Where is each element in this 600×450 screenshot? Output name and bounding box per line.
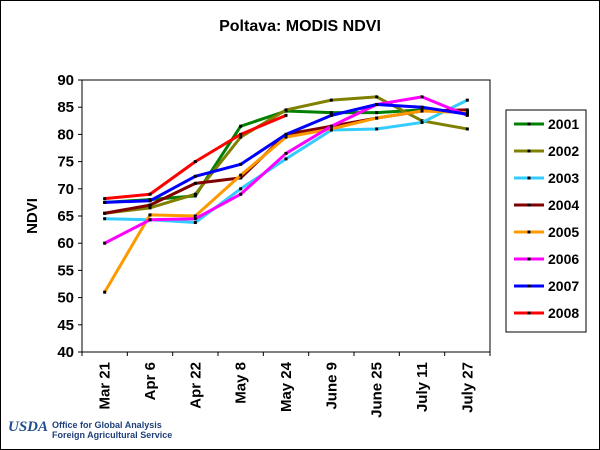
data-point-2003 bbox=[420, 120, 424, 124]
legend-marker-2007 bbox=[527, 284, 531, 288]
data-point-2007 bbox=[103, 200, 107, 204]
data-point-2002 bbox=[329, 98, 333, 102]
legend-marker-2006 bbox=[527, 257, 531, 261]
y-tick-label: 45 bbox=[57, 317, 74, 334]
data-point-2003 bbox=[284, 157, 288, 161]
data-point-2006 bbox=[239, 192, 243, 196]
data-point-2002 bbox=[284, 108, 288, 112]
data-point-2008 bbox=[284, 113, 288, 117]
x-tick-label: July 11 bbox=[414, 362, 431, 412]
data-point-2008 bbox=[239, 132, 243, 136]
data-point-2003 bbox=[375, 127, 379, 131]
data-point-2004 bbox=[193, 181, 197, 185]
legend-label-2001: 2001 bbox=[548, 116, 579, 132]
legend-label-2002: 2002 bbox=[548, 143, 579, 159]
data-point-2005 bbox=[103, 290, 107, 294]
data-point-2005 bbox=[284, 135, 288, 139]
y-tick-label: 90 bbox=[57, 72, 74, 89]
data-point-2002 bbox=[193, 192, 197, 196]
legend-label-2004: 2004 bbox=[548, 197, 579, 213]
data-point-2002 bbox=[465, 127, 469, 131]
data-point-2003 bbox=[193, 221, 197, 225]
y-tick-label: 40 bbox=[57, 344, 74, 361]
y-tick-label: 55 bbox=[57, 262, 74, 279]
x-tick-label: Mar 21 bbox=[97, 362, 114, 410]
data-point-2007 bbox=[420, 105, 424, 109]
data-point-2006 bbox=[329, 124, 333, 128]
chart-title: Poltava: MODIS NDVI bbox=[219, 18, 381, 35]
legend-marker-2004 bbox=[527, 203, 531, 207]
data-point-2005 bbox=[329, 127, 333, 131]
data-point-2007 bbox=[284, 132, 288, 136]
data-point-2005 bbox=[375, 116, 379, 120]
data-point-2007 bbox=[148, 199, 152, 203]
data-point-2005 bbox=[148, 213, 152, 217]
y-tick-label: 80 bbox=[57, 126, 74, 143]
y-tick-label: 65 bbox=[57, 208, 74, 225]
data-point-2006 bbox=[284, 151, 288, 155]
data-point-2007 bbox=[239, 162, 243, 166]
y-axis-label: NDVI bbox=[24, 198, 41, 234]
data-point-2002 bbox=[148, 206, 152, 210]
footer-text-block: Office for Global Analysis Foreign Agric… bbox=[52, 420, 172, 440]
x-tick-label: Apr 22 bbox=[187, 362, 204, 409]
footer-line-2: Foreign Agricultural Service bbox=[52, 430, 173, 440]
data-point-2003 bbox=[239, 187, 243, 191]
data-point-2005 bbox=[193, 214, 197, 218]
data-point-2005 bbox=[420, 109, 424, 113]
legend-marker-2008 bbox=[527, 311, 531, 315]
data-point-2007 bbox=[375, 102, 379, 106]
data-point-2001 bbox=[329, 111, 333, 115]
legend-marker-2002 bbox=[527, 149, 531, 153]
legend-label-2007: 2007 bbox=[548, 278, 579, 294]
data-point-2001 bbox=[239, 124, 243, 128]
data-point-2007 bbox=[329, 113, 333, 117]
data-point-2004 bbox=[103, 211, 107, 215]
data-point-2008 bbox=[193, 160, 197, 164]
x-tick-label: Apr 6 bbox=[142, 362, 159, 400]
data-point-2003 bbox=[465, 98, 469, 102]
data-point-2007 bbox=[465, 112, 469, 116]
legend-marker-2005 bbox=[527, 230, 531, 234]
legend-label-2005: 2005 bbox=[548, 224, 579, 240]
data-point-2005 bbox=[239, 173, 243, 177]
data-point-2006 bbox=[148, 218, 152, 222]
data-point-2006 bbox=[103, 241, 107, 245]
y-tick-label: 60 bbox=[57, 235, 74, 252]
data-point-2005 bbox=[465, 111, 469, 115]
data-point-2002 bbox=[239, 135, 243, 139]
data-point-2001 bbox=[375, 111, 379, 115]
x-tick-label: May 8 bbox=[233, 362, 250, 404]
data-point-2007 bbox=[193, 174, 197, 178]
y-tick-label: 85 bbox=[57, 99, 74, 116]
usda-logo: USDA bbox=[8, 419, 49, 435]
legend bbox=[505, 109, 587, 333]
footer: USDA Office for Global Analysis Foreign … bbox=[8, 420, 172, 446]
data-point-2004 bbox=[465, 108, 469, 112]
data-point-2004 bbox=[239, 176, 243, 180]
x-tick-label: June 25 bbox=[369, 362, 386, 418]
y-tick-label: 70 bbox=[57, 181, 74, 198]
x-tick-label: May 24 bbox=[278, 361, 295, 412]
data-point-2006 bbox=[420, 95, 424, 99]
legend-marker-2003 bbox=[527, 176, 531, 180]
data-point-2008 bbox=[148, 192, 152, 196]
legend-label-2006: 2006 bbox=[548, 251, 579, 267]
legend-label-2008: 2008 bbox=[548, 305, 579, 321]
y-tick-label: 50 bbox=[57, 290, 74, 307]
data-point-2006 bbox=[193, 217, 197, 221]
y-tick-label: 75 bbox=[57, 154, 74, 171]
data-point-2001 bbox=[193, 194, 197, 198]
legend-label-2003: 2003 bbox=[548, 170, 579, 186]
data-point-2004 bbox=[148, 203, 152, 207]
x-tick-label: July 27 bbox=[459, 362, 476, 413]
footer-line-1: Office for Global Analysis bbox=[52, 420, 162, 430]
legend-marker-2001 bbox=[527, 122, 531, 126]
data-point-2003 bbox=[103, 217, 107, 221]
data-point-2008 bbox=[103, 197, 107, 201]
data-point-2002 bbox=[375, 95, 379, 99]
x-tick-label: June 9 bbox=[323, 362, 340, 410]
